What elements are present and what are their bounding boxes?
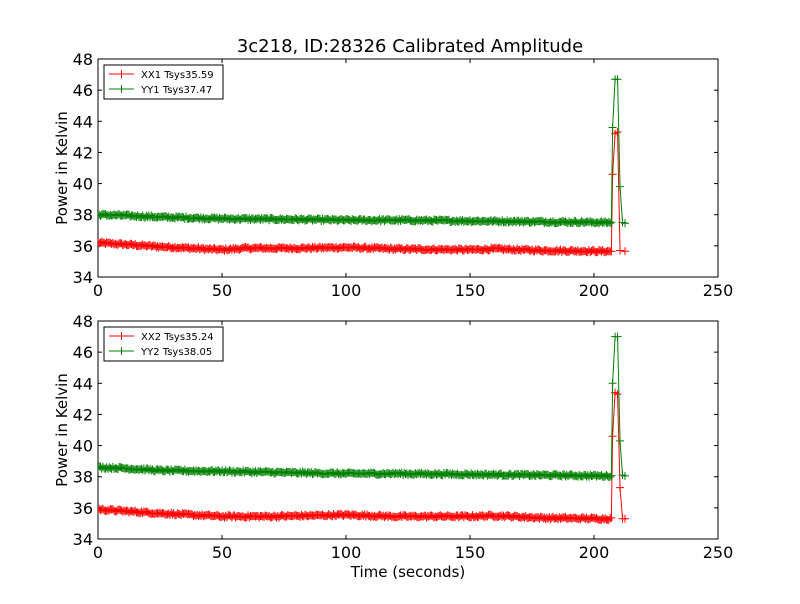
data-point [613,128,622,137]
chart-panel-1: 0 50 100 150 200 250 34 36 38 40 42 44 46 48 Power in … [53,50,733,300]
x-tick-label: 200 [579,281,610,300]
x-tick-label: 250 [703,543,734,562]
y-axis-label: Power in Kelvin [53,373,71,487]
data-point [613,390,622,399]
legend-box [103,64,224,100]
legend: XX2 Tsys35.24 YY2 Tsys38.05 [103,326,224,362]
y-tick-label: 40 [73,175,93,194]
data-point [608,123,617,132]
y-tick-label: 42 [73,143,93,162]
y-tick-label: 38 [73,206,93,225]
legend-label: XX2 Tsys35.24 [141,332,214,343]
y-tick-label: 44 [73,374,93,393]
y-tick-label: 36 [73,237,93,256]
data-point [607,247,616,256]
y-tick-label: 44 [73,112,93,131]
x-tick-label: 0 [93,281,103,300]
data-point [607,218,616,227]
legend-label: XX1 Tsys35.59 [141,70,214,81]
y-tick-label: 42 [73,405,93,424]
y-tick-label: 48 [73,312,93,331]
data-point [621,471,629,480]
data-point [613,332,622,341]
y-tick-label: 34 [73,268,93,287]
data-point [608,432,617,441]
y-tick-label: 48 [73,50,93,69]
x-axis-label: Time (seconds) [350,563,466,581]
data-point [616,436,625,445]
y-tick-label: 34 [73,530,93,549]
legend-label: YY1 Tsys37.47 [140,85,212,96]
data-point [607,471,616,480]
series-1 [98,128,629,257]
series-2 [98,75,629,228]
legend-swatch-marker [117,332,126,340]
y-tick-label: 40 [73,437,93,456]
y-tick-label: 36 [73,499,93,518]
y-tick-label: 46 [73,343,93,362]
data-point [613,75,622,84]
data-point [608,170,617,179]
x-tick-label: 150 [455,281,486,300]
data-point [606,472,615,481]
data-point [621,514,629,523]
x-tick-label: 250 [703,281,734,300]
x-tick-label: 0 [93,543,103,562]
y-tick-label: 46 [73,81,93,100]
series-2 [98,332,629,482]
series-1 [98,388,629,524]
legend-box [103,326,224,362]
data-point [621,247,629,256]
legend-label: YY2 Tsys38.05 [140,347,212,358]
y-tick-label: 38 [73,468,93,487]
chart-title: 3c218, ID:28326 Calibrated Amplitude [237,36,583,57]
x-tick-label: 200 [579,543,610,562]
data-point [607,513,616,522]
data-point [608,379,617,388]
legend: XX1 Tsys35.59 YY1 Tsys37.47 [103,64,224,100]
data-point [621,219,629,228]
data-point [616,246,625,255]
y-axis-label: Power in Kelvin [53,111,71,225]
legend-swatch-marker [117,70,126,78]
legend-swatch-marker [117,347,126,355]
data-point [606,219,615,228]
chart-panels: 0 50 100 150 200 250 34 36 38 40 42 44 46 48 Power in … [53,50,733,581]
x-tick-label: 100 [331,281,362,300]
data-point [616,483,625,492]
x-tick-label: 100 [331,543,362,562]
x-tick-label: 50 [212,543,232,562]
x-tick-label: 50 [212,281,232,300]
data-point [616,182,625,191]
chart-panel-2: 0 50 100 150 200 250 34 36 38 40 42 44 46 48 Power in … [53,312,733,581]
x-tick-label: 150 [455,543,486,562]
legend-swatch-marker [117,85,126,93]
